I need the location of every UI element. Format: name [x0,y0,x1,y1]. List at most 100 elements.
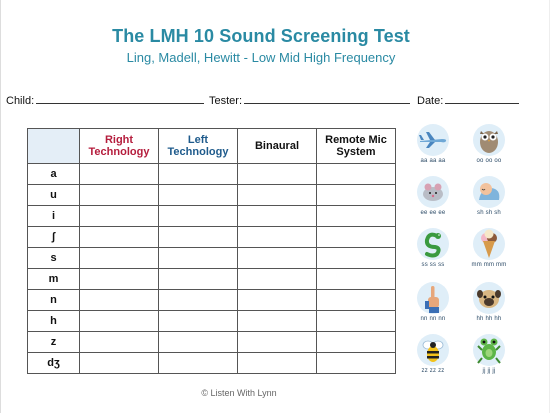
picture-caption: hh hh hh [476,316,502,322]
result-cell[interactable] [79,163,159,185]
pug-dog-icon [473,282,505,314]
column-header-remote-mic: Remote Mic System [316,128,396,164]
footer-credit: © Listen With Lynn [201,388,277,398]
result-cell[interactable] [158,268,238,290]
picture-card-airplane: aa aa aa [405,124,461,164]
result-cell[interactable] [316,205,396,227]
picture-caption: oo oo oo [476,158,502,164]
child-blank-line[interactable] [36,94,205,104]
result-cell[interactable] [79,184,159,206]
result-cell[interactable] [237,205,317,227]
owl-icon [473,124,505,156]
result-cell[interactable] [237,331,317,353]
date-blank-line[interactable] [445,94,520,104]
date-label: Date: [417,95,444,107]
table-row: a [27,163,396,185]
result-cell[interactable] [79,205,159,227]
frog-icon [473,334,505,366]
result-cell[interactable] [316,163,396,185]
page-title: The LMH 10 Sound Screening Test [112,26,410,46]
sound-label: s [27,247,80,269]
child-field[interactable]: Child: [6,94,205,107]
picture-card-frog: jj jj jj [461,334,517,374]
result-cell[interactable] [158,289,238,311]
picture-caption: sh sh sh [477,210,501,216]
column-header-left-technology: Left Technology [158,128,238,164]
date-field[interactable]: Date: [417,94,520,107]
result-cell[interactable] [316,184,396,206]
picture-caption: aa aa aa [420,158,446,164]
picture-caption: ss ss ss [421,262,445,268]
result-cell[interactable] [79,289,159,311]
picture-caption: nn nn nn [420,316,446,322]
result-cell[interactable] [237,226,317,248]
result-cell[interactable] [79,331,159,353]
result-cell[interactable] [316,226,396,248]
result-cell[interactable] [316,310,396,332]
bee-icon [417,334,449,366]
result-cell[interactable] [158,184,238,206]
table-row: i [27,205,396,227]
result-cell[interactable] [316,268,396,290]
picture-card-pug: hh hh hh [461,282,517,322]
picture-card-snake: ss ss ss [405,228,461,268]
sound-label: h [27,310,80,332]
snake-icon [417,228,449,260]
sound-label: i [27,205,80,227]
result-cell[interactable] [79,247,159,269]
picture-caption: mm mm mm [471,262,507,268]
table-corner-cell [27,128,80,164]
tester-field[interactable]: Tester: [209,94,411,107]
result-cell[interactable] [237,268,317,290]
result-cell[interactable] [237,163,317,185]
result-cell[interactable] [237,184,317,206]
result-cell[interactable] [79,226,159,248]
picture-card-bee: zz zz zz [405,334,461,374]
result-cell[interactable] [158,226,238,248]
tester-label: Tester: [209,95,243,107]
sound-label: dʒ [27,352,80,374]
result-cell[interactable] [316,289,396,311]
table-row: ʃ [27,226,396,248]
picture-card-mouse: ee ee ee [405,176,461,216]
result-cell[interactable] [237,310,317,332]
child-label: Child: [6,95,35,107]
picture-card-hand: nn nn nn [405,282,461,322]
result-cell[interactable] [79,352,159,374]
result-cell[interactable] [158,352,238,374]
result-cell[interactable] [158,310,238,332]
baby-sleeping-icon [473,176,505,208]
table-row: dʒ [27,352,396,374]
table-row: m [27,268,396,290]
table-row: u [27,184,396,206]
sound-label: u [27,184,80,206]
sound-label: n [27,289,80,311]
picture-card-owl: oo oo oo [461,124,517,164]
tester-blank-line[interactable] [244,94,411,104]
page-subtitle: Ling, Madell, Hewitt - Low Mid High Freq… [126,50,396,65]
result-cell[interactable] [237,352,317,374]
result-cell[interactable] [316,352,396,374]
result-cell[interactable] [316,331,396,353]
airplane-icon [417,124,449,156]
result-cell[interactable] [158,163,238,185]
sound-label: ʃ [27,226,80,248]
table-row: s [27,247,396,269]
ice-cream-icon [473,228,505,260]
sound-label: m [27,268,80,290]
result-cell[interactable] [158,331,238,353]
picture-caption: ee ee ee [420,210,446,216]
result-cell[interactable] [79,268,159,290]
result-cell[interactable] [158,247,238,269]
sound-label: z [27,331,80,353]
table-row: h [27,310,396,332]
sound-label: a [27,163,80,185]
result-cell[interactable] [237,247,317,269]
result-cell[interactable] [237,289,317,311]
result-cell[interactable] [158,205,238,227]
result-cell[interactable] [79,310,159,332]
result-cell[interactable] [316,247,396,269]
results-table: Right Technology Left Technology Binaura… [27,128,396,374]
picture-caption: zz zz zz [421,368,445,374]
